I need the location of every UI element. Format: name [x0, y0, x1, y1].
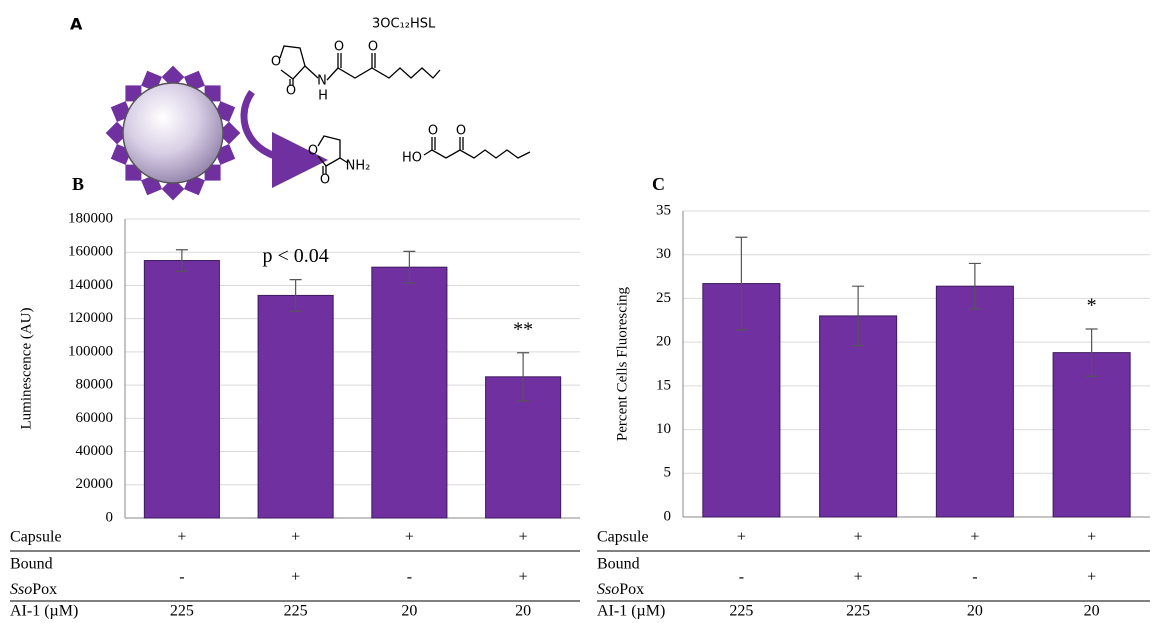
atom-label: N: [317, 74, 327, 89]
error-bar: [175, 249, 188, 272]
condition-cell: 20: [515, 603, 531, 620]
atom-label: O: [308, 144, 318, 159]
error-bar: [517, 352, 530, 402]
condition-cell: +: [291, 569, 300, 586]
row-label: SsoPox: [597, 581, 644, 598]
condition-cell: +: [291, 529, 300, 546]
y-axis-label: Luminescence (AU): [18, 307, 34, 429]
error-bar: [852, 285, 865, 347]
reaction-arrow: [240, 89, 328, 188]
row-label: Capsule: [10, 529, 62, 546]
row-label: Bound: [10, 556, 53, 573]
atom-label: O: [428, 124, 438, 139]
condition-cell: 225: [846, 603, 870, 620]
condition-cell: +: [854, 529, 863, 546]
row-label: SsoPox: [10, 581, 57, 598]
y-tick-label: 60000: [76, 410, 114, 426]
row-label-rest: Pox: [32, 581, 57, 598]
row-label-italic: Sso: [10, 581, 32, 598]
condition-cell: 225: [170, 603, 194, 620]
capsule-drawing: [105, 65, 241, 201]
error-bar: [1085, 328, 1098, 377]
condition-cell: +: [970, 529, 979, 546]
panel-label: B: [72, 174, 84, 194]
row-label: AI-1 (µM): [10, 603, 78, 620]
bar: [935, 285, 1014, 518]
atom-label: NH₂: [346, 159, 371, 174]
atom-label: O: [286, 84, 296, 99]
y-tick-label: 20: [656, 334, 671, 350]
y-tick-label: 15: [656, 377, 671, 393]
atom-label: O: [456, 124, 466, 139]
y-tick-label: 20000: [76, 476, 114, 492]
condition-cell: -: [407, 569, 412, 586]
condition-cell: 20: [401, 603, 417, 620]
row-label-rest: Pox: [619, 581, 644, 598]
substrate-bonds: [279, 45, 441, 86]
sphere: [122, 82, 224, 184]
condition-cell: 225: [729, 603, 753, 620]
condition-cell: 225: [284, 603, 308, 620]
y-tick-label: 160000: [68, 244, 113, 260]
condition-cell: -: [972, 569, 977, 586]
bar: [143, 260, 220, 519]
bar-annotation: *: [1087, 295, 1097, 317]
row-label-italic: Sso: [597, 581, 619, 598]
condition-cell: +: [519, 529, 528, 546]
atom-label: O: [320, 173, 330, 188]
bar-annotation: p < 0.04: [262, 245, 328, 267]
y-tick-label: 100000: [68, 343, 113, 359]
panel-a: A 3OC₁₂HSL: [70, 15, 531, 201]
error-bar: [289, 279, 302, 312]
row-label: AI-1 (µM): [597, 603, 665, 620]
atom-label: O: [368, 40, 378, 55]
condition-cell: +: [519, 569, 528, 586]
y-axis-label: Percent Cells Fluorescing: [614, 286, 630, 441]
atom-label: H: [318, 89, 328, 104]
error-bar: [735, 236, 748, 331]
condition-cell: +: [1087, 529, 1096, 546]
y-tick-label: 10: [656, 421, 671, 437]
y-tick-label: 5: [664, 465, 672, 481]
y-tick-label: 40000: [76, 443, 114, 459]
y-tick-label: 25: [656, 290, 671, 306]
bar-annotation: **: [513, 318, 533, 340]
bar: [819, 315, 898, 518]
condition-cell: +: [737, 529, 746, 546]
y-tick-label: 30: [656, 246, 671, 262]
condition-cell: 20: [1084, 603, 1100, 620]
atom-label: O: [334, 40, 344, 55]
error-bar: [403, 250, 416, 284]
bar: [371, 266, 448, 519]
condition-cell: -: [739, 569, 744, 586]
product-bonds: [317, 135, 531, 174]
condition-cell: +: [854, 569, 863, 586]
error-bar: [968, 262, 981, 310]
bar: [257, 294, 334, 519]
y-tick-label: 0: [664, 508, 672, 524]
panel-label: C: [652, 174, 665, 194]
condition-cell: 20: [967, 603, 983, 620]
y-tick-label: 180000: [68, 210, 113, 226]
row-label: Bound: [597, 556, 640, 573]
condition-cell: +: [177, 529, 186, 546]
condition-cell: +: [405, 529, 414, 546]
y-tick-label: 140000: [68, 277, 113, 293]
bar: [1052, 352, 1131, 518]
condition-cell: -: [179, 569, 184, 586]
atom-label: O: [271, 55, 281, 70]
molecule-name: 3OC₁₂HSL: [372, 17, 436, 32]
y-tick-label: 80000: [76, 377, 114, 393]
condition-cell: +: [1087, 569, 1096, 586]
row-label: Capsule: [597, 529, 649, 546]
y-tick-label: 0: [106, 509, 114, 525]
atom-label: HO: [402, 151, 422, 166]
y-tick-label: 35: [656, 202, 671, 218]
y-tick-label: 120000: [68, 310, 113, 326]
panel-label: A: [70, 15, 83, 34]
